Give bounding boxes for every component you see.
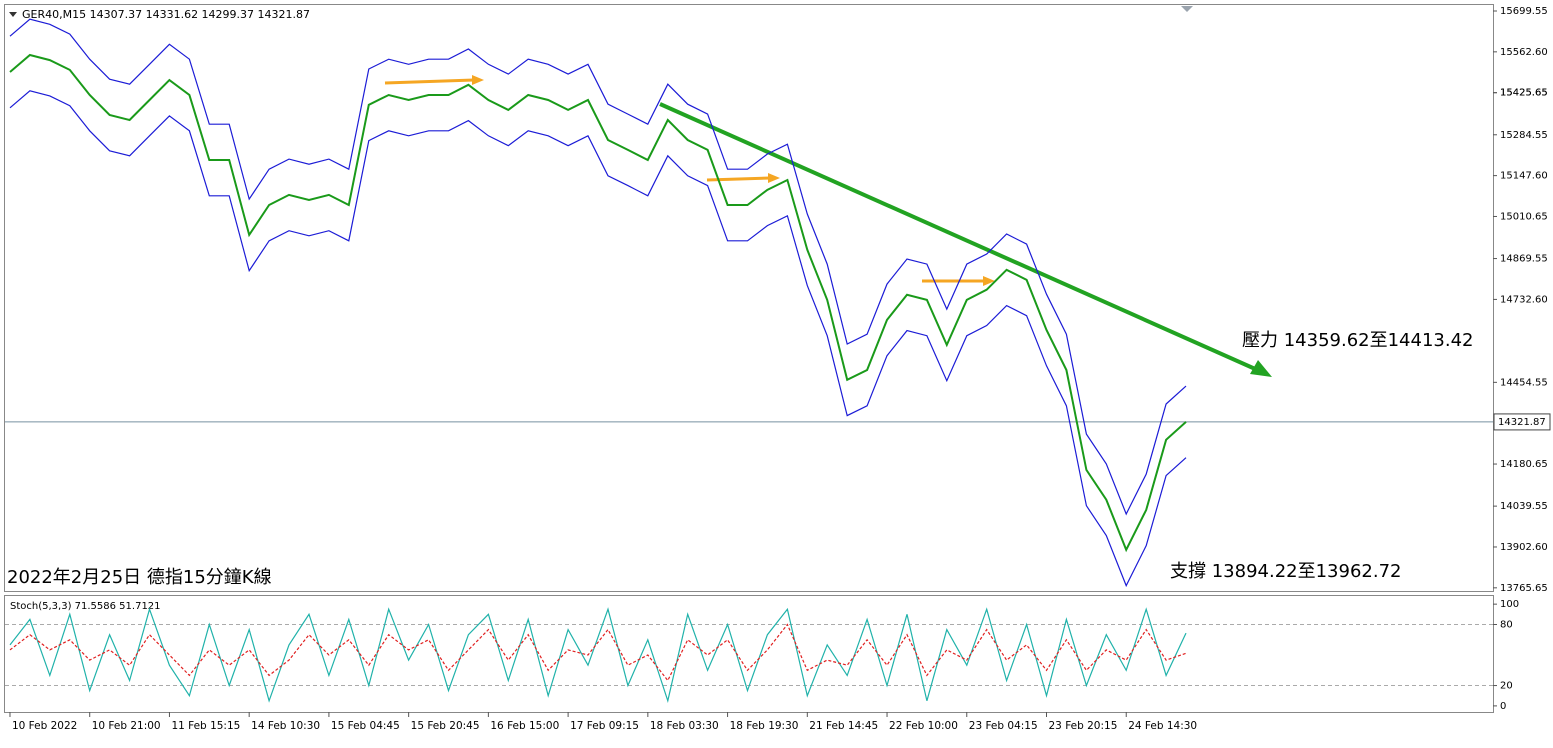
x-tick-label: 18 Feb 03:30	[650, 720, 719, 732]
shift-marker	[1181, 6, 1193, 12]
stoch-title: Stoch(5,3,3) 71.5586 51.7121	[10, 601, 161, 612]
y-tick-label: 20	[1500, 681, 1513, 692]
y-tick-label: 14869.55	[1500, 254, 1548, 265]
annotation: 支撐 13894.22至13962.72	[1170, 561, 1402, 582]
trend-arrow	[659, 102, 1272, 377]
chart-title: GER40,M15 14307.37 14331.62 14299.37 143…	[22, 8, 310, 21]
y-tick-label: 15699.55	[1500, 6, 1548, 17]
y-tick-label: 15425.65	[1500, 88, 1548, 99]
x-tick-label: 17 Feb 09:15	[570, 720, 639, 732]
x-tick-label: 23 Feb 04:15	[969, 720, 1038, 732]
y-tick-label: 0	[1500, 701, 1506, 712]
x-tick-label: 15 Feb 04:45	[331, 720, 400, 732]
x-tick-label: 24 Feb 14:30	[1128, 720, 1197, 732]
y-tick-label: 15425.65	[1500, 88, 1548, 99]
y-tick-label: 100	[1500, 599, 1519, 610]
y-tick-label: 14454.55	[1500, 377, 1548, 388]
x-tick-label: 22 Feb 10:00	[889, 720, 958, 732]
main-frame	[4, 4, 1494, 592]
y-tick-label: 15562.60	[1500, 47, 1548, 58]
y-tick-label: 15147.60	[1500, 171, 1548, 182]
x-tick-label: 14 Feb 10:30	[251, 720, 320, 732]
y-tick-label: 80	[1500, 620, 1513, 631]
annotation: 2022年2月25日 德指15分鐘K線	[7, 567, 272, 588]
price-box	[1493, 413, 1551, 431]
annotation: 壓力 14359.62至14413.42	[1242, 330, 1474, 351]
series-line	[9, 18, 1187, 516]
y-tick-label: 13902.60	[1500, 542, 1548, 553]
price-label: 14321.87	[1498, 417, 1546, 428]
x-tick-label: 16 Feb 15:00	[490, 720, 559, 732]
orange-arrows	[384, 75, 995, 286]
x-tick-label: 23 Feb 20:15	[1049, 720, 1118, 732]
menu-triangle	[9, 12, 17, 17]
y-tick-label: 13765.65	[1500, 583, 1548, 594]
series-line	[9, 53, 1187, 553]
y-tick-label: 15010.65	[1500, 211, 1548, 222]
x-tick-label: 21 Feb 14:45	[809, 720, 878, 732]
x-tick-label: 15 Feb 20:45	[411, 720, 480, 732]
series-line	[9, 623, 1187, 682]
x-tick-label: 18 Feb 19:30	[730, 720, 799, 732]
x-tick-label: 10 Feb 2022	[12, 720, 77, 732]
y-tick-label: 14039.55	[1500, 501, 1548, 512]
y-tick-label: 15284.55	[1500, 130, 1548, 141]
y-tick-label: 14732.60	[1500, 294, 1548, 305]
y-tick-label: 14180.65	[1500, 459, 1548, 470]
x-tick-label: 11 Feb 15:15	[171, 720, 240, 732]
series-line	[9, 607, 1187, 704]
x-tick-label: 10 Feb 21:00	[92, 720, 161, 732]
series-line	[9, 90, 1187, 588]
stoch-frame	[4, 595, 1494, 713]
